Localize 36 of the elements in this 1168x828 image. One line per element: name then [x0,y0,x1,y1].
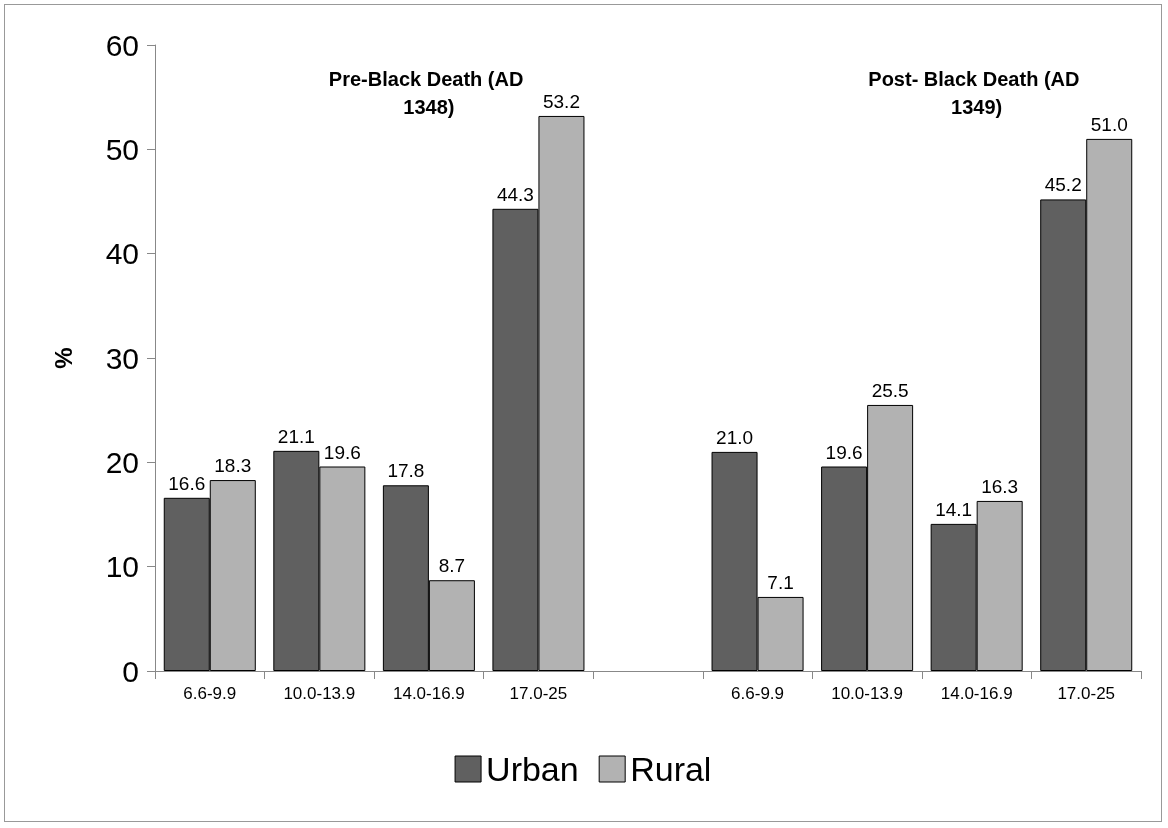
legend-label: Rural [630,750,712,788]
data-label: 14.1 [935,498,973,520]
annotation: Post- Black Death (AD 1349) [868,68,1086,118]
y-axis-title: % [49,347,77,369]
annotation: Pre-Black Death (AD 1348) [328,68,529,118]
data-label: 51.0 [1090,113,1128,135]
data-label: 16.3 [981,475,1019,497]
data-label: 21.0 [716,426,754,448]
data-label: 8.7 [438,555,466,577]
y-tick-label: 10 [105,550,139,584]
y-tick-label: 20 [105,445,139,479]
x-tick-label: 14.0-16.9 [940,684,1013,703]
x-tick-label: 10.0-13.9 [283,684,356,703]
x-tick-label: 6.6-9.9 [183,684,237,703]
x-tick-label: 10.0-13.9 [831,684,904,703]
data-label: 45.2 [1044,174,1082,196]
data-label: 53.2 [542,90,580,112]
y-tick-label: 50 [105,132,139,166]
data-label: 17.8 [387,460,425,482]
x-tick-label: 17.0-25 [509,684,568,703]
y-tick-label: 60 [105,28,139,62]
data-label: 21.1 [277,425,315,447]
data-label: 25.5 [871,379,909,401]
x-tick-label: 17.0-25 [1057,684,1116,703]
data-label: 19.6 [323,441,361,463]
data-label: 18.3 [214,455,252,477]
x-tick-label: 6.6-9.9 [731,684,785,703]
data-label: 7.1 [767,571,794,593]
y-tick-label: 0 [122,654,139,688]
y-tick-label: 30 [105,341,139,375]
data-label: 44.3 [496,183,534,205]
x-tick-label: 14.0-16.9 [392,684,465,703]
y-tick-label: 40 [105,237,139,271]
legend-label: Urban [486,750,579,788]
data-label: 16.6 [168,472,206,494]
data-label: 19.6 [825,441,863,463]
